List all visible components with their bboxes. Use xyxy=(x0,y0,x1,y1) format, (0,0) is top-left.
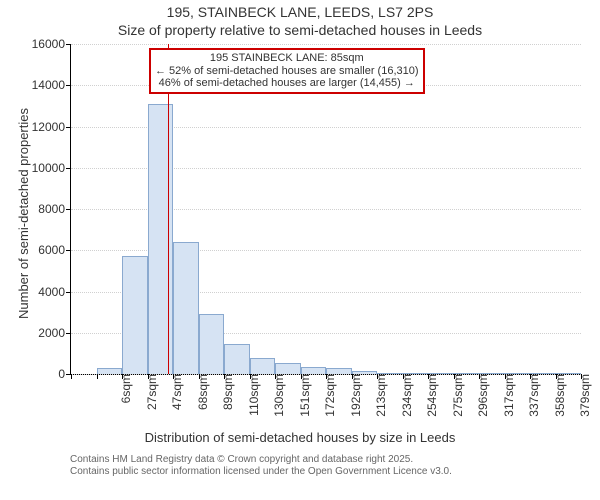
x-tick xyxy=(97,374,98,379)
x-tick xyxy=(250,374,251,379)
y-tick-label: 14000 xyxy=(32,78,71,92)
x-tick-label: 213sqm xyxy=(372,374,388,424)
chart-title-line2: Size of property relative to semi-detach… xyxy=(0,22,600,38)
x-tick xyxy=(122,374,123,379)
annotation-box: 195 STAINBECK LANE: 85sqm← 52% of semi-d… xyxy=(149,48,425,94)
x-tick xyxy=(454,374,455,379)
x-tick xyxy=(377,374,378,379)
y-tick-label: 16000 xyxy=(32,37,71,51)
x-tick-label: 337sqm xyxy=(525,374,541,424)
x-tick xyxy=(428,374,429,379)
x-tick-label: 234sqm xyxy=(398,374,414,424)
x-tick xyxy=(556,374,557,379)
histogram-bar xyxy=(275,363,301,374)
x-tick xyxy=(403,374,404,379)
chart-title-line1: 195, STAINBECK LANE, LEEDS, LS7 2PS xyxy=(0,4,600,20)
x-tick-label: 296sqm xyxy=(474,374,490,424)
annotation-line: 195 STAINBECK LANE: 85sqm xyxy=(155,52,419,65)
x-tick-label: 68sqm xyxy=(194,374,210,424)
histogram-bar xyxy=(224,344,250,374)
x-tick-label: 110sqm xyxy=(245,374,261,424)
y-tick-label: 4000 xyxy=(38,285,71,299)
x-tick xyxy=(505,374,506,379)
attribution-line1: Contains HM Land Registry data © Crown c… xyxy=(70,454,452,466)
x-tick xyxy=(71,374,72,379)
x-tick-label: 130sqm xyxy=(270,374,286,424)
x-tick xyxy=(530,374,531,379)
x-axis-title: Distribution of semi-detached houses by … xyxy=(0,430,600,445)
annotation-line: ← 52% of semi-detached houses are smalle… xyxy=(155,65,419,78)
attribution-line2: Contains public sector information licen… xyxy=(70,466,452,478)
x-tick xyxy=(581,374,582,379)
histogram-bar xyxy=(122,256,148,374)
x-tick xyxy=(199,374,200,379)
y-tick-label: 8000 xyxy=(38,202,71,216)
x-tick-label: 172sqm xyxy=(321,374,337,424)
x-tick-label: 358sqm xyxy=(551,374,567,424)
annotation-line: 46% of semi-detached houses are larger (… xyxy=(155,77,419,90)
histogram-bar xyxy=(199,314,225,374)
x-tick-label: 379sqm xyxy=(576,374,592,424)
y-tick-label: 2000 xyxy=(38,326,71,340)
y-tick-label: 10000 xyxy=(32,161,71,175)
histogram-bar xyxy=(173,242,199,374)
gridline xyxy=(71,44,581,45)
x-tick xyxy=(275,374,276,379)
x-tick-label: 275sqm xyxy=(449,374,465,424)
histogram-bar xyxy=(301,367,327,374)
y-tick-label: 6000 xyxy=(38,243,71,257)
attribution: Contains HM Land Registry data © Crown c… xyxy=(70,454,452,478)
x-tick xyxy=(479,374,480,379)
figure: 195, STAINBECK LANE, LEEDS, LS7 2PS Size… xyxy=(0,0,600,500)
x-tick xyxy=(224,374,225,379)
x-tick xyxy=(173,374,174,379)
y-tick-label: 12000 xyxy=(32,120,71,134)
x-tick-label: 89sqm xyxy=(219,374,235,424)
histogram-bar xyxy=(250,358,276,374)
x-tick-label: 192sqm xyxy=(347,374,363,424)
y-axis-title: Number of semi-detached properties xyxy=(16,108,31,319)
x-tick xyxy=(148,374,149,379)
x-tick xyxy=(326,374,327,379)
x-tick-label: 6sqm xyxy=(117,374,133,424)
x-tick xyxy=(301,374,302,379)
x-tick-label: 151sqm xyxy=(296,374,312,424)
x-tick-label: 27sqm xyxy=(143,374,159,424)
x-tick-label: 47sqm xyxy=(168,374,184,424)
plot-area: 02000400060008000100001200014000160006sq… xyxy=(70,44,581,375)
x-tick xyxy=(352,374,353,379)
x-tick-label: 254sqm xyxy=(423,374,439,424)
x-tick-label: 317sqm xyxy=(500,374,516,424)
y-tick-label: 0 xyxy=(58,367,71,381)
